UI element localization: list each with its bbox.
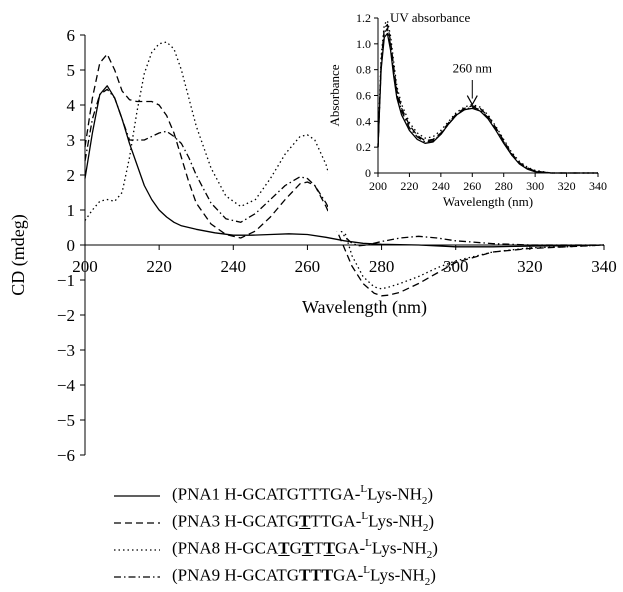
y-tick-label: 4: [67, 96, 76, 115]
series-line-1: [84, 85, 605, 248]
inset-annotation-260nm: 260 nm: [453, 60, 492, 75]
x-tick-label: 240: [221, 257, 247, 276]
inset-series: [377, 19, 598, 174]
main-axes: 6 5 4 3 2 1 0 −1 −2 −3 −4 −5 −6 200 220 240 260 280 300 320…: [8, 26, 617, 465]
y-tick-label: 6: [67, 26, 76, 45]
series-line-2: [84, 53, 605, 297]
inset-y-tick-label: 1.2: [356, 11, 371, 25]
y-tick-label: −1: [57, 271, 75, 290]
y-tick-label: −3: [57, 341, 75, 360]
inset-x-axis-title: Wavelength (nm): [443, 194, 533, 209]
legend-item-pna8: (PNA8 H-GCATGTTTGA-LLys-NH2): [112, 536, 612, 563]
inset-x-tick-label: 280: [495, 179, 513, 193]
inset-y-tick-label: 1.0: [356, 37, 371, 51]
inset-y-tick-label: 0: [365, 166, 371, 180]
y-tick-label: 0: [67, 236, 76, 255]
y-tick-label: −6: [57, 446, 75, 465]
inset-chart: 0 0.2 0.4 0.6 0.8 1.0 1.2 200 220 240 260 280 300 320…: [327, 6, 608, 231]
y-tick-label: 2: [67, 166, 76, 185]
y-axis-title: CD (mdeg): [8, 214, 29, 295]
y-tick-label: 5: [67, 61, 76, 80]
legend: (PNA1 H-GCATGTTTGA-LLys-NH2) (PNA3 H-GCA…: [112, 482, 612, 590]
legend-label-pna9: (PNA9 H-GCATGTTTGA-LLys-NH2): [172, 563, 436, 589]
inset-y-axis-title: Absorbance: [327, 64, 342, 126]
series-line-4: [377, 27, 598, 174]
y-tick-label: 1: [67, 201, 76, 220]
x-tick-label: 280: [369, 257, 395, 276]
inset-title: UV absorbance: [390, 10, 470, 25]
series-line-3: [377, 19, 598, 174]
main-series: [84, 41, 605, 297]
x-tick-label: 200: [72, 257, 98, 276]
cd-chart: 6 5 4 3 2 1 0 −1 −2 −3 −4 −5 −6 200 220 240 260 280 300 320…: [8, 6, 617, 465]
inset-x-tick-label: 200: [369, 179, 387, 193]
x-tick-label: 300: [443, 257, 469, 276]
x-tick-label: 340: [591, 257, 617, 276]
inset-x-tick-label: 320: [558, 179, 576, 193]
annotation-arrow-head: [466, 95, 478, 106]
y-tick-label: −2: [57, 306, 75, 325]
y-tick-label: −4: [57, 376, 76, 395]
y-tick-label: 3: [67, 131, 76, 150]
legend-item-pna1: (PNA1 H-GCATGTTTGA-LLys-NH2): [112, 482, 612, 509]
legend-line-dashed: [114, 521, 160, 524]
inset-x-tick-label: 340: [589, 179, 607, 193]
inset-y-tick-label: 0.4: [356, 114, 371, 128]
legend-label-pna3: (PNA3 H-GCATGTTTGA-LLys-NH2): [172, 509, 435, 535]
legend-label-pna8: (PNA8 H-GCATGTTTGA-LLys-NH2): [172, 536, 438, 562]
legend-line-dotted: [114, 548, 160, 551]
inset-x-tick-label: 300: [526, 179, 544, 193]
inset-y-tick-label: 0.2: [356, 140, 371, 154]
legend-label-pna1: (PNA1 H-GCATGTTTGA-LLys-NH2): [172, 482, 434, 508]
y-tick-label: −5: [57, 411, 75, 430]
inset-x-tick-label: 220: [400, 179, 418, 193]
series-line-4: [84, 88, 604, 247]
series-line-3: [84, 41, 605, 290]
x-tick-label: 220: [146, 257, 172, 276]
legend-item-pna3: (PNA3 H-GCATGTTTGA-LLys-NH2): [112, 509, 612, 536]
inset-y-tick-label: 0.6: [356, 89, 371, 103]
legend-line-solid: [114, 494, 160, 497]
inset-y-tick-label: 0.8: [356, 63, 371, 77]
legend-item-pna9: (PNA9 H-GCATGTTTGA-LLys-NH2): [112, 563, 612, 590]
legend-line-dashdot: [114, 575, 160, 578]
x-tick-label: 320: [517, 257, 543, 276]
inset-x-tick-label: 240: [432, 179, 450, 193]
x-tick-label: 260: [295, 257, 321, 276]
x-axis-title: Wavelength (nm): [302, 297, 427, 318]
inset-x-tick-label: 260: [463, 179, 481, 193]
